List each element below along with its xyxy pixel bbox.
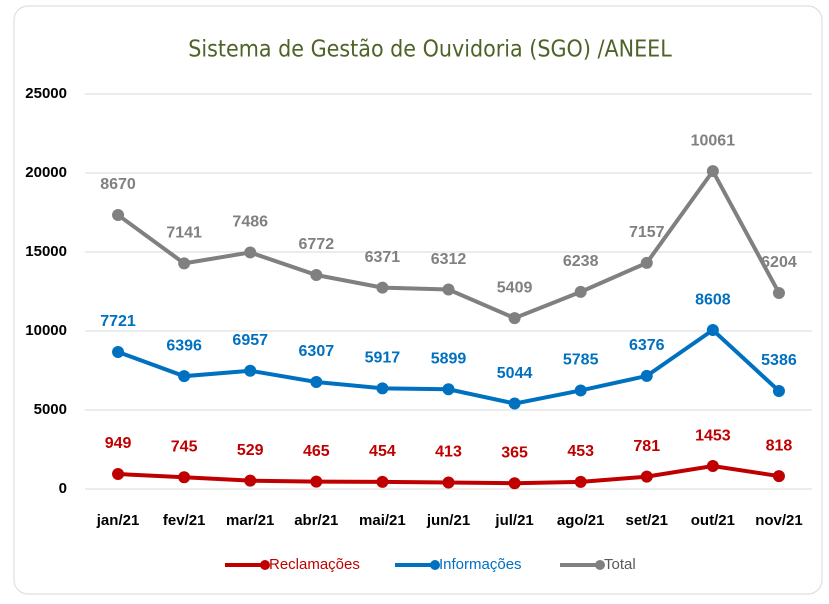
point bbox=[640, 369, 653, 382]
point bbox=[244, 246, 257, 259]
data-label: 413 bbox=[435, 444, 462, 461]
point bbox=[178, 370, 191, 383]
point bbox=[310, 475, 323, 488]
point bbox=[442, 383, 455, 396]
data-label: 453 bbox=[567, 443, 594, 460]
point bbox=[112, 346, 125, 359]
data-label: 5386 bbox=[761, 352, 797, 369]
data-label: 6376 bbox=[629, 337, 665, 354]
data-label: 6204 bbox=[761, 254, 797, 271]
x-tick-label: mai/21 bbox=[359, 512, 406, 529]
legend-marker bbox=[430, 560, 440, 570]
chart-title: Sistema de Gestão de Ouvidoria (SGO) /AN… bbox=[188, 37, 672, 63]
point bbox=[508, 312, 521, 325]
data-label: 745 bbox=[171, 438, 198, 455]
point bbox=[178, 471, 191, 484]
point bbox=[376, 382, 389, 395]
data-label: 10061 bbox=[691, 132, 736, 149]
data-label: 5785 bbox=[563, 352, 599, 369]
data-label: 5899 bbox=[431, 350, 467, 367]
x-tick-label: mar/21 bbox=[226, 512, 274, 529]
point bbox=[376, 281, 389, 294]
point bbox=[112, 468, 125, 481]
data-label: 7141 bbox=[166, 225, 202, 242]
data-label: 7157 bbox=[629, 224, 665, 241]
point bbox=[442, 283, 455, 296]
point bbox=[574, 384, 587, 397]
point bbox=[442, 476, 455, 489]
point bbox=[178, 257, 191, 270]
point bbox=[508, 477, 521, 490]
data-label: 7721 bbox=[100, 313, 136, 330]
y-tick-label: 15000 bbox=[25, 243, 67, 260]
x-tick-label: ago/21 bbox=[557, 512, 605, 529]
data-label: 6396 bbox=[166, 337, 202, 354]
data-label: 6371 bbox=[365, 249, 401, 266]
point bbox=[310, 376, 323, 389]
legend-marker bbox=[595, 560, 605, 570]
data-label: 8608 bbox=[695, 291, 731, 308]
data-label: 8670 bbox=[100, 176, 136, 193]
data-label: 529 bbox=[237, 442, 264, 459]
x-tick-label: jun/21 bbox=[426, 512, 470, 529]
x-tick-label: jan/21 bbox=[96, 512, 140, 529]
point bbox=[244, 474, 257, 487]
point bbox=[706, 324, 719, 337]
point bbox=[772, 286, 785, 299]
data-label: 6312 bbox=[431, 251, 467, 268]
x-tick-label: jul/21 bbox=[494, 512, 533, 529]
point bbox=[640, 256, 653, 269]
data-label: 5409 bbox=[497, 279, 533, 296]
point bbox=[574, 285, 587, 298]
point bbox=[706, 165, 719, 178]
y-tick-label: 10000 bbox=[25, 322, 67, 339]
point bbox=[574, 475, 587, 488]
data-label: 5917 bbox=[365, 350, 401, 367]
x-tick-label: nov/21 bbox=[755, 512, 803, 529]
data-label: 781 bbox=[633, 438, 660, 455]
legend-label: Informações bbox=[439, 556, 522, 573]
point bbox=[244, 364, 257, 377]
y-tick-label: 0 bbox=[59, 480, 67, 497]
y-tick-label: 5000 bbox=[34, 401, 67, 418]
data-label: 7486 bbox=[232, 214, 268, 231]
point bbox=[706, 460, 719, 473]
data-label: 6307 bbox=[299, 343, 335, 360]
point bbox=[376, 475, 389, 488]
data-label: 1453 bbox=[695, 427, 731, 444]
data-label: 365 bbox=[501, 444, 528, 461]
legend-label: Reclamações bbox=[269, 556, 360, 573]
chart-frame bbox=[13, 5, 823, 595]
data-label: 949 bbox=[105, 435, 132, 452]
y-tick-label: 25000 bbox=[25, 85, 67, 102]
data-label: 454 bbox=[369, 443, 396, 460]
x-tick-label: set/21 bbox=[625, 512, 668, 529]
point bbox=[112, 209, 125, 222]
y-tick-label: 20000 bbox=[25, 164, 67, 181]
data-label: 465 bbox=[303, 443, 330, 460]
x-tick-label: out/21 bbox=[691, 512, 735, 529]
x-tick-label: abr/21 bbox=[294, 512, 338, 529]
legend-label: Total bbox=[604, 556, 636, 573]
point bbox=[772, 384, 785, 397]
point bbox=[508, 397, 521, 410]
data-label: 6772 bbox=[299, 236, 335, 253]
data-label: 6238 bbox=[563, 253, 599, 270]
point bbox=[310, 269, 323, 282]
data-label: 6957 bbox=[232, 332, 268, 349]
x-tick-label: fev/21 bbox=[163, 512, 206, 529]
point bbox=[640, 470, 653, 483]
data-label: 818 bbox=[766, 437, 793, 454]
data-label: 5044 bbox=[497, 365, 533, 382]
point bbox=[772, 470, 785, 483]
legend-marker bbox=[260, 560, 270, 570]
